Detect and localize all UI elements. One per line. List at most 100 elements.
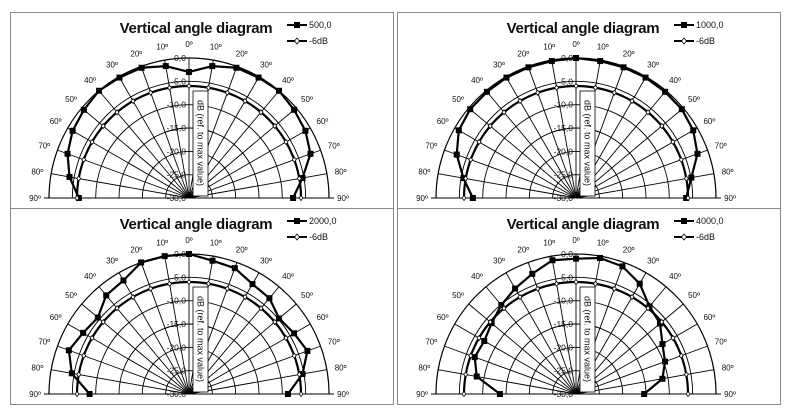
radial-tick-label: -25,0 — [167, 366, 187, 376]
grid-spoke — [468, 303, 577, 395]
data-point-diamond — [554, 280, 560, 287]
grid-spoke — [188, 149, 321, 199]
data-point — [186, 69, 192, 75]
radial-tick-label: -25,0 — [554, 366, 574, 376]
data-point-diamond — [74, 390, 80, 398]
legend-label: 1000,0 — [696, 20, 724, 30]
data-point — [694, 150, 701, 157]
angle-tick-label: 30º — [493, 257, 505, 266]
data-point-diamond — [678, 156, 684, 163]
angle-tick-label: 60º — [437, 313, 449, 322]
legend-label: 2000,0 — [309, 216, 337, 226]
radial-tick-label: -30,0 — [554, 193, 574, 203]
angle-tick-label: 50º — [65, 95, 77, 104]
radial-tick-label: -30,0 — [554, 389, 574, 399]
angle-tick-label: 60º — [437, 117, 449, 126]
angle-tick-label: 60º — [50, 313, 62, 322]
chart-title: Vertical angle diagram — [506, 20, 660, 37]
angle-tick-label: 0º — [185, 236, 192, 245]
grid-spoke — [98, 286, 190, 395]
chart-panel-2: Vertical angle diagram 90º 80º 70º 60º 50º 40º… — [397, 12, 781, 209]
radial-tick-label: -15,0 — [167, 319, 187, 329]
data-point — [291, 106, 298, 113]
data-point — [469, 195, 476, 201]
axis-title-box — [192, 90, 209, 197]
legend-item: 1000,0 — [673, 17, 724, 33]
diamond-marker-icon — [287, 37, 307, 45]
data-point-diamond — [148, 89, 154, 96]
data-point-diamond — [678, 352, 684, 359]
angle-tick-label: 90º — [724, 390, 736, 399]
data-point — [66, 173, 73, 180]
data-point-diamond — [573, 278, 579, 286]
radial-tick-label: -10,0 — [554, 296, 574, 306]
angle-tick-label: 90º — [416, 194, 428, 203]
square-marker-icon — [287, 218, 307, 224]
data-point-diamond — [659, 318, 665, 326]
grid-spoke — [57, 345, 190, 395]
axis-title-box — [579, 286, 596, 393]
data-point-diamond — [501, 305, 507, 312]
data-point-diamond — [645, 305, 651, 312]
grid-spoke — [505, 76, 577, 199]
data-point-diamond — [258, 109, 264, 116]
diamond-marker-icon — [674, 37, 694, 45]
angle-tick-label: 40º — [282, 272, 294, 281]
square-marker-icon — [674, 218, 694, 224]
axis-title: dB (ref. to max value) — [196, 100, 206, 186]
angle-tick-label: 40º — [471, 76, 483, 85]
data-point — [162, 63, 169, 70]
grid-spoke — [51, 173, 190, 199]
data-point-diamond — [114, 305, 120, 312]
data-point-diamond — [148, 285, 154, 292]
radial-tick-label: -20,0 — [167, 342, 187, 352]
data-point-diamond — [76, 371, 82, 378]
angle-tick-label: 80º — [722, 167, 734, 176]
data-point-diamond — [554, 84, 560, 91]
data-point — [460, 175, 467, 182]
angle-tick-label: 50º — [301, 291, 313, 300]
data-point — [646, 303, 653, 310]
angle-tick-label: 80º — [335, 363, 347, 372]
angle-tick-label: 20º — [236, 245, 248, 254]
diamond-marker-icon — [674, 233, 694, 241]
data-point-diamond — [670, 138, 676, 146]
angle-tick-label: 20º — [517, 49, 529, 58]
angle-tick-label: 50º — [452, 291, 464, 300]
data-point — [659, 341, 666, 348]
data-point-diamond — [130, 97, 136, 105]
grid-spoke — [444, 149, 577, 199]
angle-tick-label: 10º — [543, 42, 555, 51]
radial-tick-label: -25,0 — [167, 170, 187, 180]
angle-tick-label: 0º — [185, 40, 192, 49]
data-point — [120, 277, 127, 284]
data-point-diamond — [283, 334, 289, 342]
data-point-diamond — [272, 318, 278, 326]
data-point-diamond — [629, 293, 635, 301]
legend-item: -6dB — [286, 229, 337, 245]
data-point-diamond — [186, 82, 192, 90]
angle-tick-label: 90º — [29, 194, 41, 203]
angle-tick-label: 40º — [669, 272, 681, 281]
data-point — [233, 64, 240, 71]
chart-panel-3: Vertical angle diagram 90º 80º 70º 60º 50º 40º… — [10, 208, 394, 405]
data-point — [249, 281, 256, 288]
angle-tick-label: 30º — [647, 61, 659, 70]
data-point — [302, 127, 309, 134]
data-point-diamond — [487, 318, 493, 326]
data-point-diamond — [476, 138, 482, 146]
data-point-diamond — [296, 175, 302, 182]
data-point — [467, 106, 474, 113]
data-point — [573, 55, 579, 61]
data-point — [304, 347, 311, 354]
angle-tick-label: 40º — [471, 272, 483, 281]
angle-tick-label: 40º — [282, 76, 294, 85]
data-point-diamond — [468, 156, 474, 163]
radial-tick-label: -10,0 — [167, 296, 187, 306]
data-point-diamond — [535, 89, 541, 96]
data-point-diamond — [224, 285, 230, 292]
data-point-diamond — [501, 109, 507, 116]
data-point-diamond — [283, 138, 289, 146]
angle-tick-label: 20º — [130, 245, 142, 254]
data-point — [68, 370, 75, 377]
